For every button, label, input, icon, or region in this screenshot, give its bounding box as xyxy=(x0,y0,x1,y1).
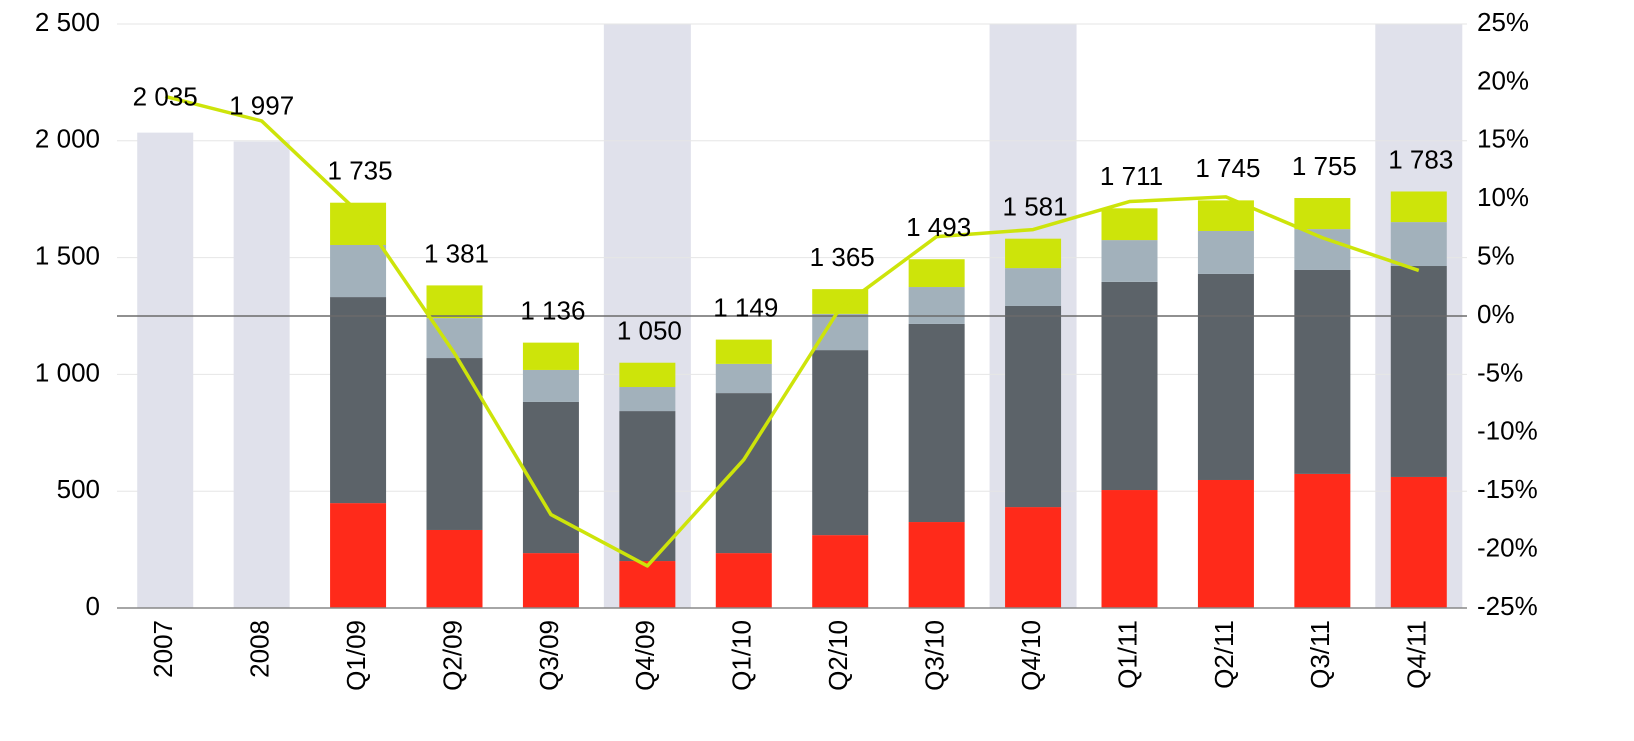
bar-segment xyxy=(619,362,676,388)
y-tick-label: 1 500 xyxy=(35,240,100,270)
bar-segment xyxy=(619,561,676,608)
bar-segment xyxy=(426,285,483,319)
total-label: 1 755 xyxy=(1292,151,1357,181)
y-tick-label: 1 000 xyxy=(35,357,100,387)
bar-segment xyxy=(1390,476,1447,608)
bar-segment xyxy=(1390,191,1447,223)
y2-tick-label: 25% xyxy=(1477,7,1529,37)
x-tick-label: Q1/10 xyxy=(727,620,757,691)
y2-tick-label: -10% xyxy=(1477,416,1538,446)
y2-tick-label: 0% xyxy=(1477,299,1515,329)
bar-segment xyxy=(1390,266,1447,477)
x-tick-label: Q3/10 xyxy=(920,620,950,691)
total-label: 1 493 xyxy=(906,212,971,242)
total-label: 1 365 xyxy=(810,242,875,272)
bar-segment xyxy=(715,363,772,394)
bar-segment xyxy=(1101,208,1158,241)
bar-segment xyxy=(1101,281,1158,491)
bar-segment xyxy=(715,393,772,554)
bar-segment xyxy=(426,529,483,608)
y-tick-label: 2 500 xyxy=(35,7,100,37)
bar-segment xyxy=(330,297,387,504)
y2-tick-label: -15% xyxy=(1477,474,1538,504)
bar-segment xyxy=(522,401,579,554)
x-tick-label: Q3/09 xyxy=(534,620,564,691)
y-tick-label: 0 xyxy=(86,591,100,621)
bar-segment xyxy=(1101,240,1158,282)
total-label: 2 035 xyxy=(133,81,198,111)
total-label: 1 136 xyxy=(520,296,585,326)
y2-tick-label: 20% xyxy=(1477,65,1529,95)
bar-segment xyxy=(330,503,387,608)
total-label: 1 735 xyxy=(328,156,393,186)
y2-tick-label: -25% xyxy=(1477,591,1538,621)
total-label: 1 745 xyxy=(1195,153,1260,183)
bar-segment xyxy=(1005,507,1062,608)
bar-segment xyxy=(1197,479,1254,608)
bar-segment xyxy=(522,369,579,402)
bar-segment xyxy=(715,339,772,364)
bar-segment xyxy=(908,522,965,608)
total-label: 1 711 xyxy=(1100,161,1163,191)
bar-segment xyxy=(1294,269,1351,474)
total-label: 1 050 xyxy=(617,316,682,346)
bar-segment xyxy=(812,313,869,351)
x-tick-label: Q4/09 xyxy=(630,620,660,691)
y2-tick-label: -20% xyxy=(1477,532,1538,562)
y2-tick-label: 5% xyxy=(1477,240,1515,270)
y2-tick-label: -5% xyxy=(1477,357,1523,387)
x-tick-label: Q4/10 xyxy=(1016,620,1046,691)
x-tick-label: Q3/11 xyxy=(1305,620,1335,689)
bar-segment xyxy=(1101,490,1158,608)
y2-tick-label: 15% xyxy=(1477,124,1529,154)
bar-segment xyxy=(1294,229,1351,270)
bar-segment xyxy=(812,350,869,536)
bar-segment xyxy=(1294,198,1351,230)
x-tick-label: 2007 xyxy=(148,620,178,678)
x-tick-label: 2008 xyxy=(245,620,275,678)
line xyxy=(164,94,1420,568)
bar-segment xyxy=(1197,273,1254,480)
bar-segment xyxy=(908,287,965,324)
y2-tick-label: 10% xyxy=(1477,182,1529,212)
bar-segment xyxy=(1005,305,1062,508)
bar-segment xyxy=(522,553,579,608)
bar-segment xyxy=(715,553,772,608)
total-label: 1 783 xyxy=(1388,144,1453,174)
x-tick-label: Q2/09 xyxy=(437,620,467,691)
x-tick-label: Q2/11 xyxy=(1209,620,1239,689)
x-tick-label: Q1/11 xyxy=(1112,620,1142,689)
x-tick-label: Q2/10 xyxy=(823,620,853,691)
x-tick-label: Q4/11 xyxy=(1402,620,1432,689)
x-tick-label: Q1/09 xyxy=(341,620,371,691)
bar-segment xyxy=(330,244,387,298)
total-bar xyxy=(233,141,290,608)
total-label: 1 997 xyxy=(229,90,294,120)
bar-segment xyxy=(1294,473,1351,608)
bar-segment xyxy=(1390,222,1447,267)
bar-segment xyxy=(908,259,965,288)
total-label: 1 581 xyxy=(1003,192,1068,222)
y-tick-label: 2 000 xyxy=(35,124,100,154)
bar-segment xyxy=(522,342,579,370)
bar-segment xyxy=(1197,230,1254,274)
bar-segment xyxy=(908,323,965,523)
y-tick-label: 500 xyxy=(57,474,100,504)
bar-segment xyxy=(619,387,676,412)
bar-segment xyxy=(812,535,869,608)
total-label: 1 381 xyxy=(424,238,489,268)
bar-segment xyxy=(1005,268,1062,306)
total-bar xyxy=(137,132,194,608)
total-label: 1 149 xyxy=(713,292,778,322)
bar-segment xyxy=(1005,238,1062,269)
bar-segment xyxy=(619,411,676,562)
